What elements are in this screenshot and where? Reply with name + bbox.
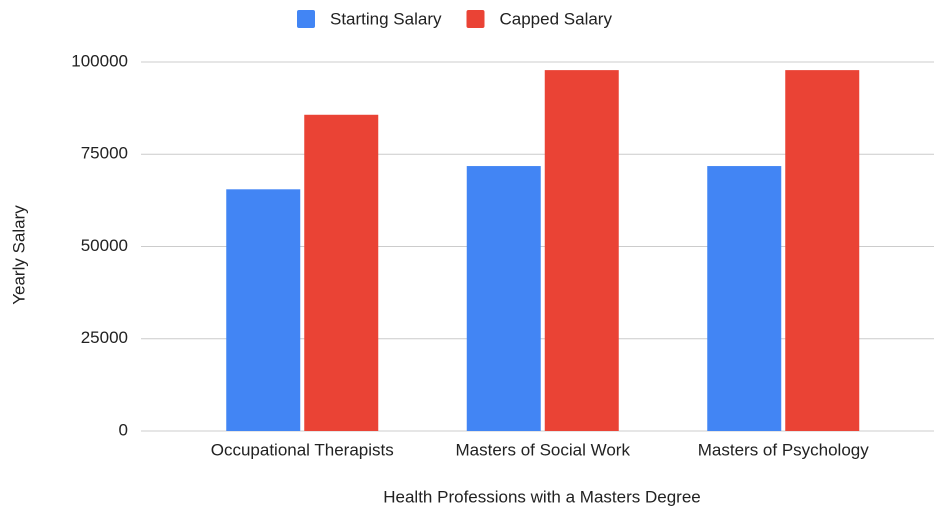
y-tick-label: 50000 [81, 236, 128, 255]
bar [466, 166, 541, 432]
x-axis-label: Health Professions with a Masters Degree [383, 487, 700, 506]
y-tick-label: 100000 [71, 51, 128, 70]
x-tick-label: Masters of Social Work [456, 440, 631, 459]
bar [785, 70, 860, 432]
legend-swatch [466, 10, 485, 28]
legend-label: Capped Salary [500, 9, 613, 28]
bar [304, 114, 379, 431]
legend-swatch [297, 10, 315, 28]
bar [226, 189, 301, 431]
y-tick-label: 0 [119, 420, 128, 439]
y-axis-label: Yearly Salary [9, 205, 28, 305]
x-tick-label: Masters of Psychology [698, 440, 870, 459]
bar [544, 70, 619, 432]
x-tick-label: Occupational Therapists [211, 440, 394, 459]
y-tick-label: 25000 [81, 328, 128, 347]
bar [707, 166, 782, 432]
y-tick-label: 75000 [81, 144, 128, 163]
legend-label: Starting Salary [330, 9, 442, 28]
